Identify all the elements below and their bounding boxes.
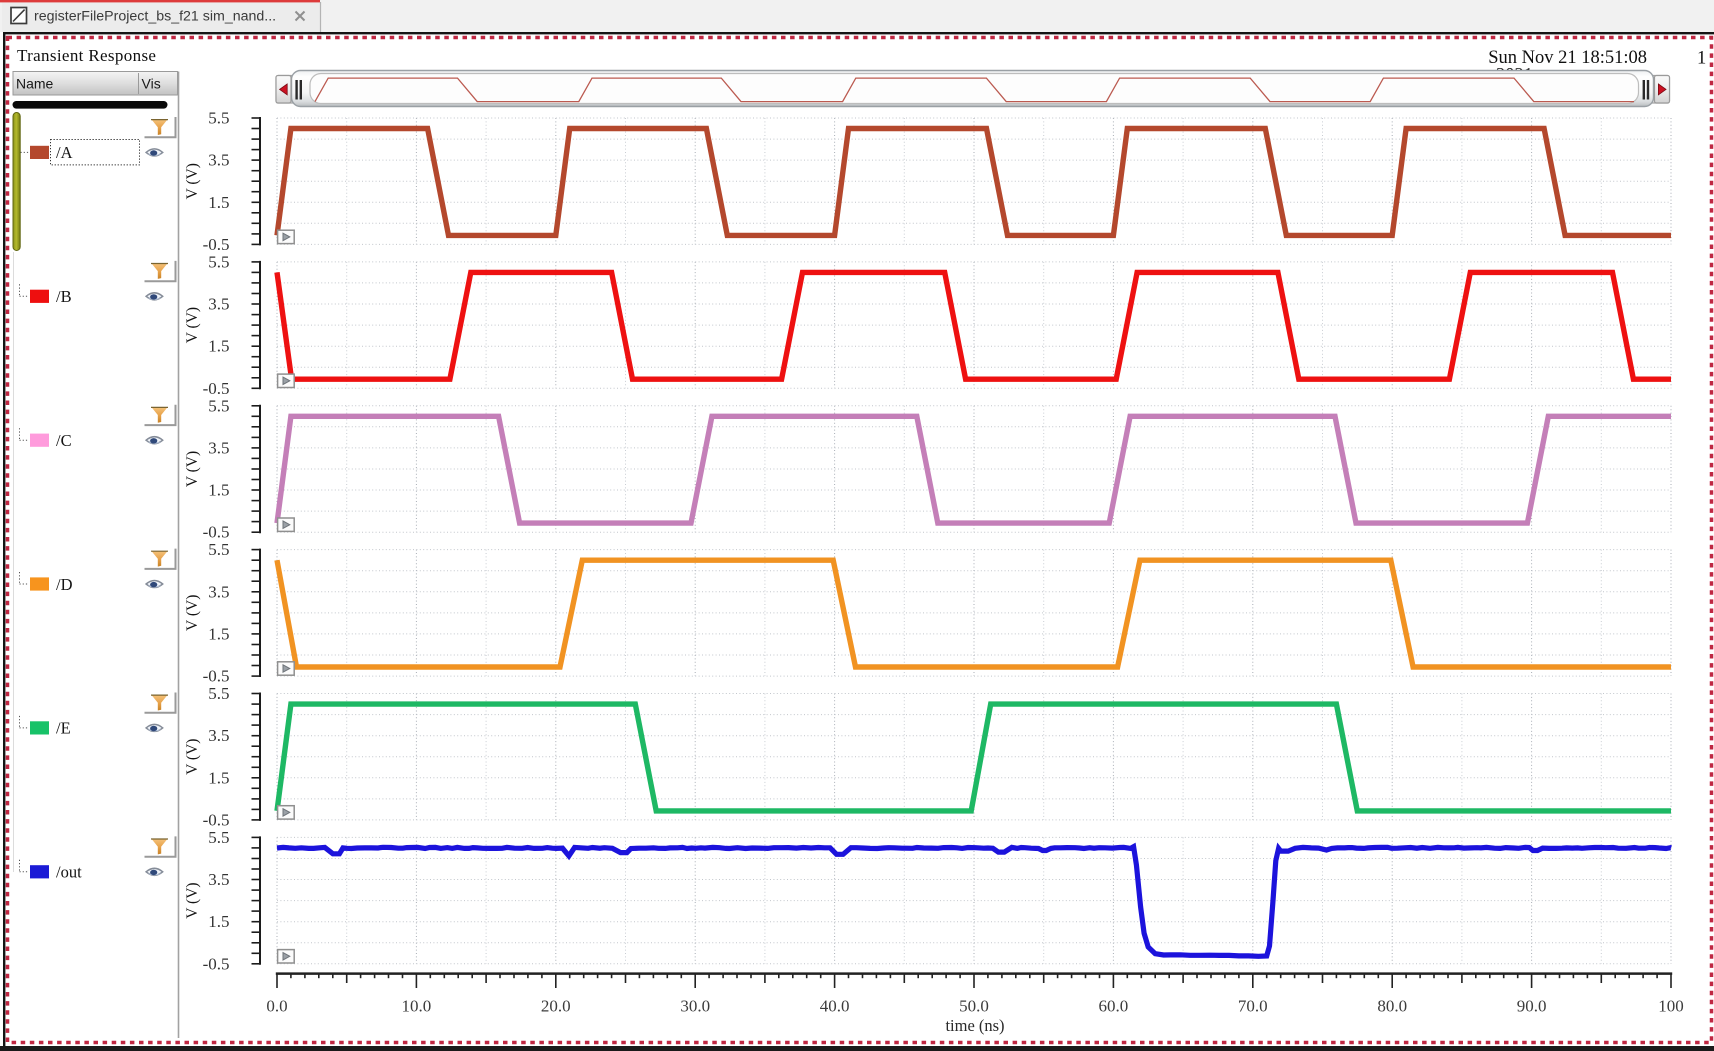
- svg-text:-0.5: -0.5: [203, 667, 230, 686]
- svg-text:5.5: 5.5: [208, 828, 229, 847]
- svg-text:30.0: 30.0: [680, 997, 710, 1016]
- svg-text:-0.5: -0.5: [203, 235, 230, 254]
- svg-text:1.5: 1.5: [208, 481, 229, 500]
- svg-text:80.0: 80.0: [1377, 997, 1407, 1016]
- svg-text:Name: Name: [16, 76, 54, 92]
- svg-text:5.5: 5.5: [208, 540, 229, 559]
- svg-text:1.5: 1.5: [208, 193, 229, 212]
- svg-text:1.5: 1.5: [208, 912, 229, 931]
- svg-text:5.5: 5.5: [208, 252, 229, 271]
- svg-text:V (V): V (V): [184, 595, 201, 631]
- svg-text:registerFileProject_bs_f21 sim: registerFileProject_bs_f21 sim_nand...: [34, 9, 276, 25]
- svg-text:1.5: 1.5: [208, 337, 229, 356]
- svg-text:90.0: 90.0: [1517, 997, 1547, 1016]
- svg-text:70.0: 70.0: [1238, 997, 1268, 1016]
- svg-text:100: 100: [1658, 997, 1684, 1016]
- svg-text:V (V): V (V): [184, 882, 201, 918]
- svg-text:3.5: 3.5: [208, 295, 229, 314]
- svg-text:20.0: 20.0: [541, 997, 571, 1016]
- svg-text:1.5: 1.5: [208, 624, 229, 643]
- svg-text:5.5: 5.5: [208, 684, 229, 703]
- svg-text:40.0: 40.0: [820, 997, 850, 1016]
- svg-text:Transient Response: Transient Response: [17, 46, 156, 65]
- svg-text:V (V): V (V): [184, 163, 201, 199]
- svg-text:Vis: Vis: [142, 76, 161, 92]
- svg-text:1.5: 1.5: [208, 768, 229, 787]
- svg-text:3.5: 3.5: [208, 726, 229, 745]
- svg-text:3.5: 3.5: [208, 870, 229, 889]
- svg-text:-0.5: -0.5: [203, 379, 230, 398]
- svg-text:V (V): V (V): [184, 739, 201, 775]
- svg-text:50.0: 50.0: [959, 997, 989, 1016]
- svg-text:10.0: 10.0: [402, 997, 432, 1016]
- svg-text:3.5: 3.5: [208, 582, 229, 601]
- svg-text:/E: /E: [56, 719, 71, 738]
- svg-text:V (V): V (V): [184, 451, 201, 487]
- svg-text:Sun Nov 21 18:51:08: Sun Nov 21 18:51:08: [1488, 48, 1647, 68]
- svg-text:/A: /A: [56, 143, 73, 162]
- svg-text:time (ns): time (ns): [945, 1016, 1004, 1035]
- svg-text:3.5: 3.5: [208, 438, 229, 457]
- svg-text:-0.5: -0.5: [203, 954, 230, 973]
- svg-text:-0.5: -0.5: [203, 523, 230, 542]
- svg-text:60.0: 60.0: [1099, 997, 1129, 1016]
- svg-text:/B: /B: [56, 287, 72, 306]
- svg-text:0.0: 0.0: [266, 997, 287, 1016]
- svg-text:3.5: 3.5: [208, 151, 229, 170]
- svg-text:5.5: 5.5: [208, 396, 229, 415]
- svg-text:1: 1: [1697, 49, 1706, 69]
- svg-text:/out: /out: [56, 863, 82, 882]
- svg-text:-0.5: -0.5: [203, 810, 230, 829]
- svg-text:/C: /C: [56, 431, 72, 450]
- svg-text:/D: /D: [56, 575, 73, 594]
- svg-text:V (V): V (V): [184, 307, 201, 343]
- svg-text:5.5: 5.5: [208, 109, 229, 128]
